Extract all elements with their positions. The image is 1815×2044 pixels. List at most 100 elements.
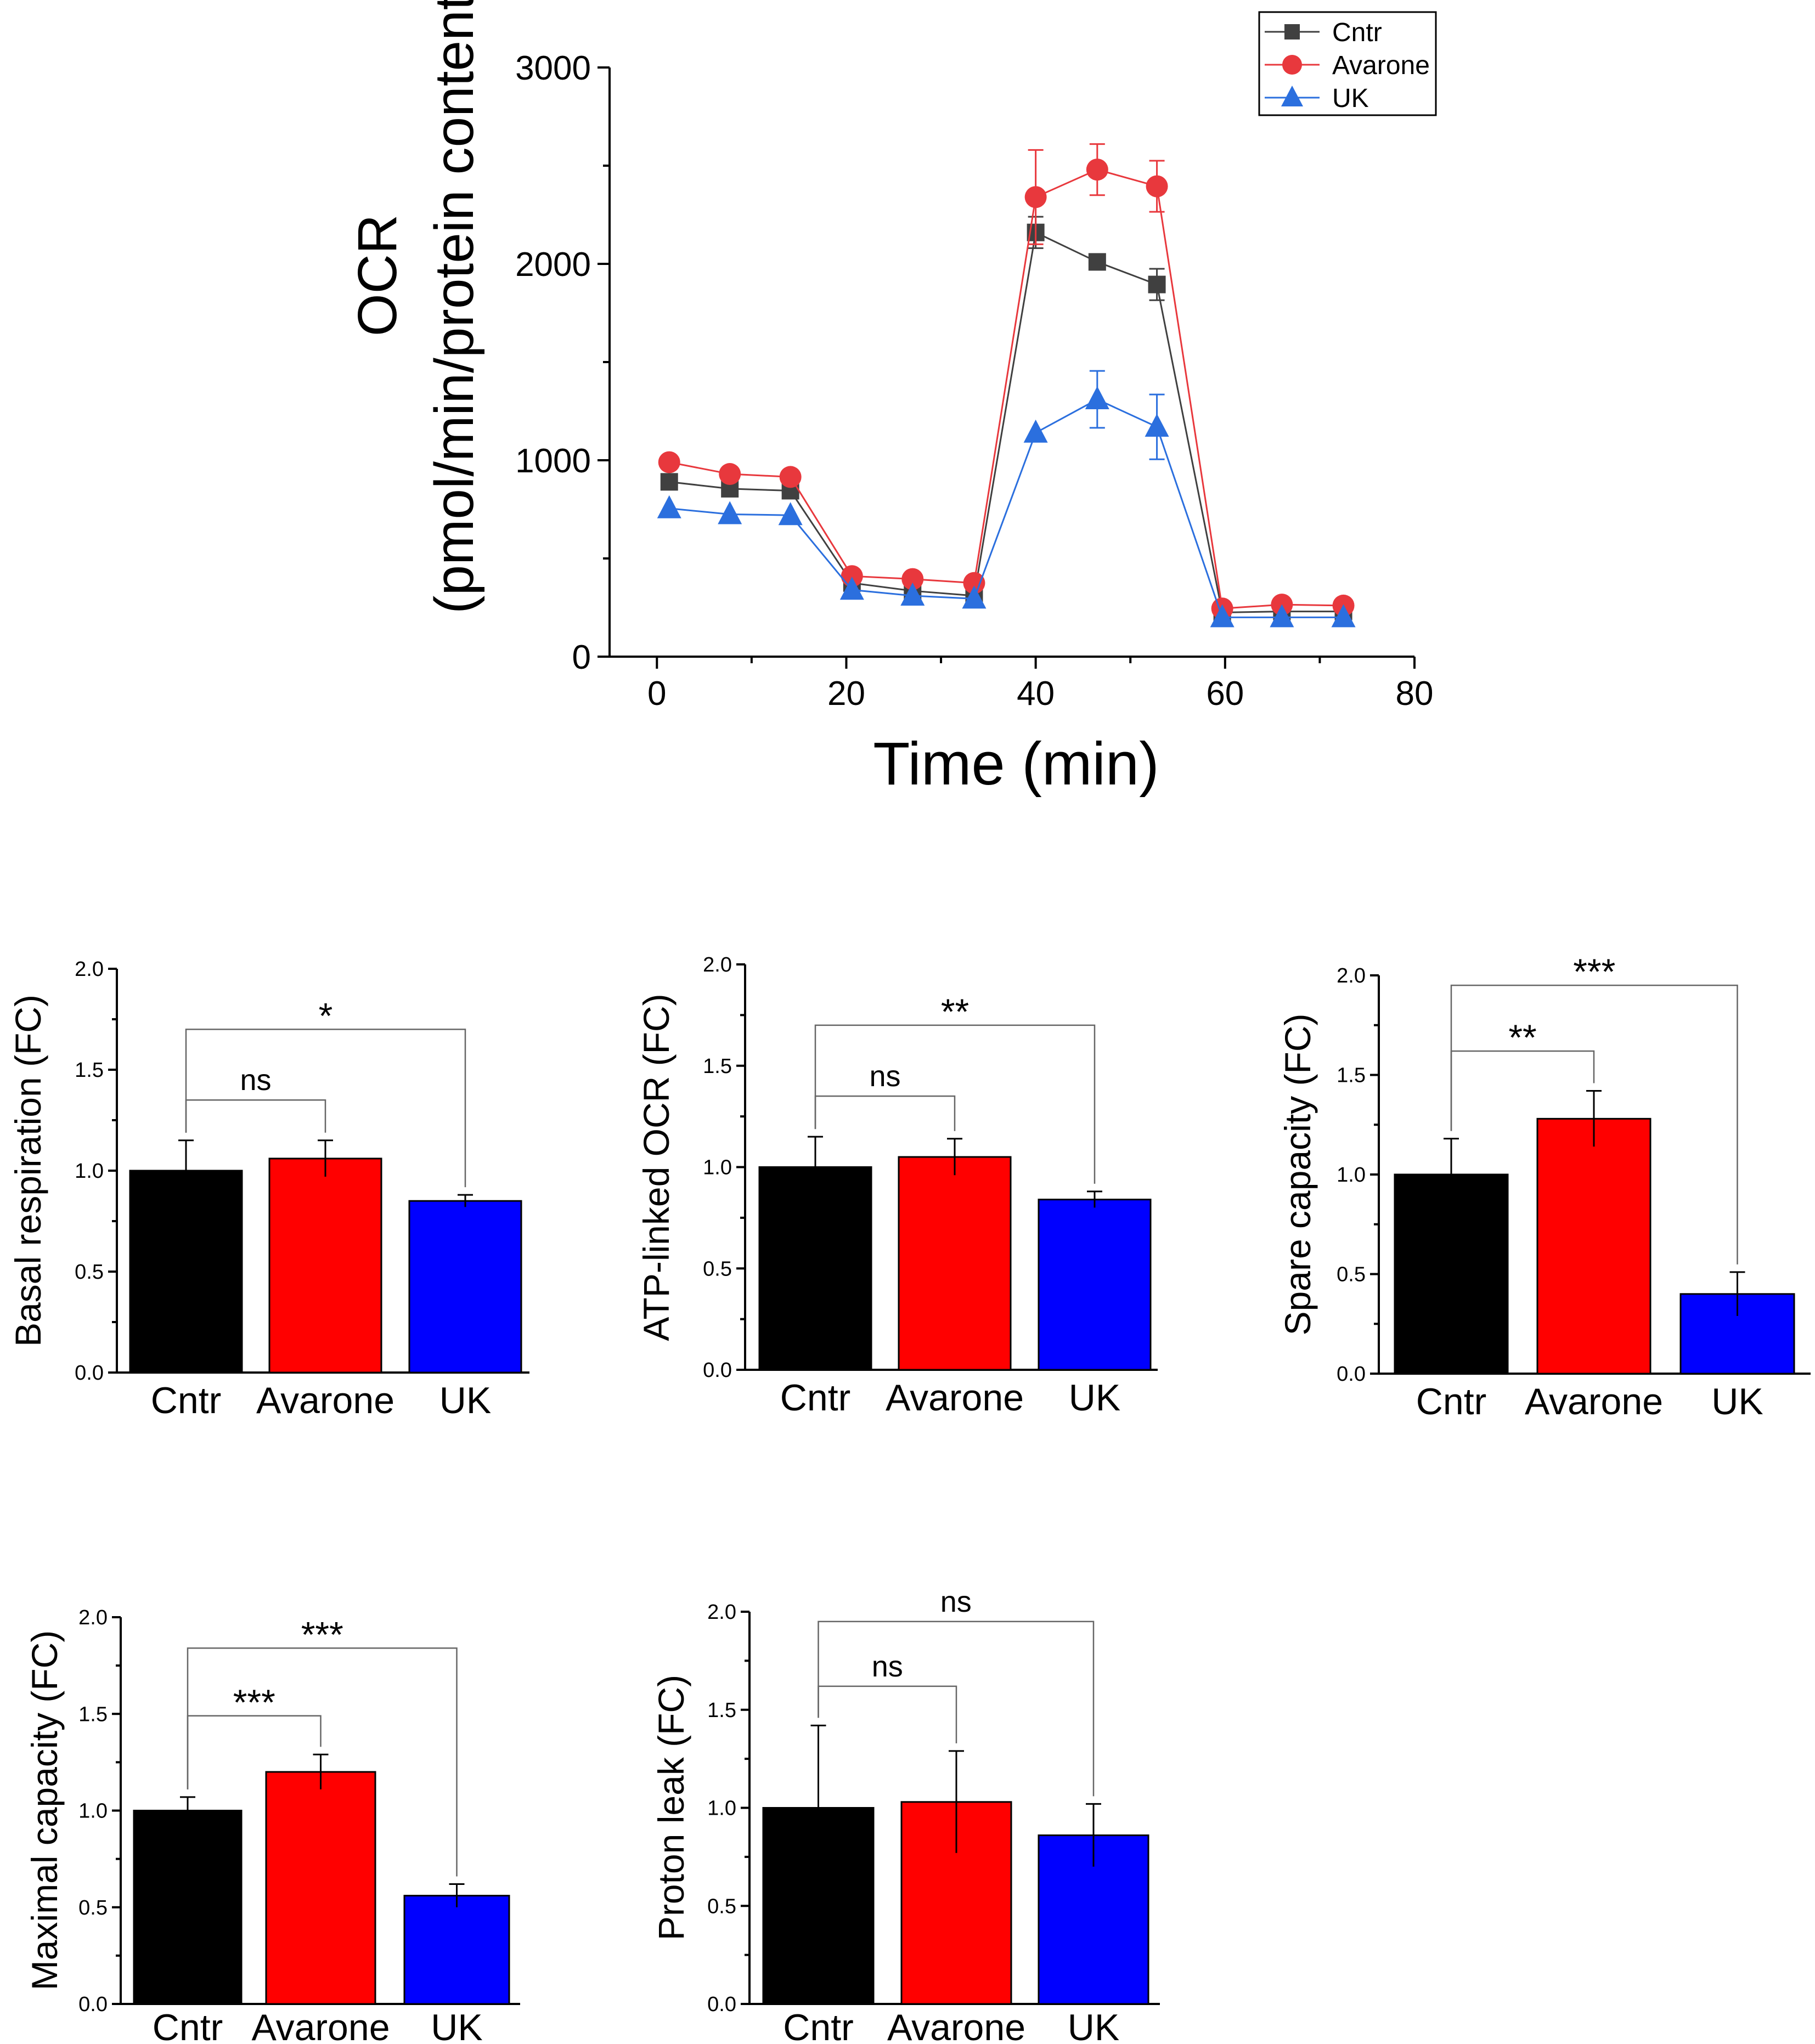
y-tick-label: 0.5 <box>707 1895 736 1918</box>
bar-uk <box>408 1200 522 1374</box>
data-point <box>718 501 742 524</box>
significance-bracket: ns <box>818 1650 957 1743</box>
y-tick-label: 0.0 <box>1337 1363 1366 1386</box>
y-tick-label: 0.0 <box>78 1993 108 2016</box>
y-axis-label: Basal respiration (FC) <box>8 995 48 1347</box>
y-tick-label: 1.0 <box>703 1156 732 1179</box>
x-tick-label: Avarone <box>887 2007 1025 2044</box>
bracket-line <box>814 1095 956 1131</box>
significance-label: * <box>319 995 333 1036</box>
y-tick-label: 0.5 <box>75 1261 104 1284</box>
y-axis-label: ATP-linked OCR (FC) <box>636 993 677 1341</box>
y-tick-label: 2000 <box>515 246 591 284</box>
data-point <box>719 463 741 485</box>
data-point <box>841 565 863 588</box>
significance-bracket: *** <box>187 1614 458 1877</box>
legend-label: Cntr <box>1332 18 1382 47</box>
y-axis-sublabel: (pmol/min/protein content) <box>424 0 485 614</box>
x-tick-label: UK <box>1711 1381 1763 1422</box>
series-avarone <box>658 143 1355 620</box>
y-tick-label: 0.0 <box>703 1359 732 1382</box>
x-tick-label: 60 <box>1206 675 1244 713</box>
spare-capacity-chart: 0.0 0.5 1.0 1.5 2.0 Spare capacity (FC) Cntr Av… <box>1277 951 1811 1422</box>
significance-label: ns <box>940 1585 972 1618</box>
significance-label: *** <box>1573 951 1615 992</box>
significance-bracket: *** <box>1450 951 1738 1264</box>
data-point <box>1023 419 1048 443</box>
x-tick-label: Avarone <box>886 1377 1024 1419</box>
bar-avarone <box>898 1156 1012 1371</box>
data-point <box>657 495 681 518</box>
y-tick-label: 1.5 <box>1337 1064 1366 1087</box>
bar-avarone <box>1536 1117 1651 1375</box>
bar-avarone <box>265 1771 376 2005</box>
x-tick-label: Cntr <box>151 1380 221 1421</box>
bracket-line <box>185 1029 466 1188</box>
bar-cntr <box>133 1810 243 2005</box>
data-point <box>963 572 985 594</box>
y-tick-label: 1.5 <box>703 1055 732 1078</box>
y-axis-label: Maximal capacity (FC) <box>24 1630 65 1990</box>
y-tick-label: 2.0 <box>707 1601 736 1624</box>
significance-label: ns <box>240 1064 271 1097</box>
x-tick-label: Cntr <box>783 2007 853 2044</box>
series-uk <box>657 370 1356 628</box>
x-tick-label: Cntr <box>153 2007 223 2044</box>
bar-uk <box>403 1895 510 2005</box>
significance-label: ** <box>941 991 969 1032</box>
y-axis-label: OCR <box>347 214 408 336</box>
x-tick-label: 80 <box>1396 675 1434 713</box>
significance-bracket: * <box>185 995 466 1188</box>
bracket-line <box>818 1620 1095 1797</box>
y-tick-label: 3000 <box>515 49 591 87</box>
x-tick-label: 0 <box>647 675 666 713</box>
data-point <box>1270 604 1294 628</box>
y-tick-label: 1.0 <box>707 1797 736 1820</box>
y-tick-label: 2.0 <box>78 1606 108 1629</box>
y-tick-label: 0.5 <box>1337 1263 1366 1286</box>
data-point <box>1145 414 1169 437</box>
bracket-line <box>187 1647 458 1877</box>
significance-label: *** <box>233 1682 275 1723</box>
bracket-line <box>818 1685 957 1743</box>
significance-label: *** <box>301 1614 343 1655</box>
y-tick-label: 2.0 <box>703 953 732 976</box>
x-tick-label: Avarone <box>256 1380 394 1421</box>
x-tick-label: UK <box>439 1380 491 1421</box>
bar-cntr <box>129 1170 243 1374</box>
data-point <box>1284 24 1300 39</box>
x-tick-label: UK <box>1069 1377 1120 1419</box>
data-point <box>1148 275 1166 293</box>
series-line <box>669 231 1344 613</box>
y-tick-label: 1.0 <box>78 1800 108 1823</box>
significance-label: ** <box>1508 1017 1536 1058</box>
data-point <box>839 577 864 600</box>
x-tick-label: UK <box>431 2007 482 2044</box>
y-tick-label: 1.5 <box>75 1059 104 1082</box>
x-tick-label: Avarone <box>1525 1381 1663 1422</box>
data-point <box>1086 159 1108 181</box>
data-point <box>901 568 924 590</box>
legend-label: UK <box>1332 84 1369 113</box>
data-point <box>1088 253 1106 271</box>
y-axis-label: Spare capacity (FC) <box>1277 1014 1318 1336</box>
proton-leak-chart: 0.0 0.5 1.0 1.5 2.0 Proton leak (FC) Cntr Avaro… <box>651 1585 1160 2044</box>
x-tick-label: Cntr <box>1416 1381 1486 1422</box>
y-tick-label: 1.0 <box>1337 1164 1366 1187</box>
significance-bracket: ns <box>814 1060 956 1131</box>
y-tick-label: 1000 <box>515 442 591 480</box>
data-point <box>1024 186 1047 208</box>
series-cntr <box>660 216 1352 622</box>
data-point <box>779 466 802 488</box>
significance-label: ns <box>872 1650 903 1683</box>
y-axis-label: Proton leak (FC) <box>651 1675 691 1940</box>
bracket-line <box>1450 984 1738 1264</box>
y-tick-label: 0 <box>572 639 591 676</box>
significance-bracket: ** <box>1450 1017 1595 1131</box>
data-point <box>1331 604 1356 628</box>
maximal-capacity-chart: 0.0 0.5 1.0 1.5 2.0 Maximal capacity (FC) Cntr… <box>24 1606 520 2044</box>
x-tick-label: Cntr <box>780 1377 850 1419</box>
data-point <box>1085 386 1109 410</box>
x-tick-label: Avarone <box>251 2007 390 2044</box>
y-tick-label: 2.0 <box>1337 964 1366 987</box>
